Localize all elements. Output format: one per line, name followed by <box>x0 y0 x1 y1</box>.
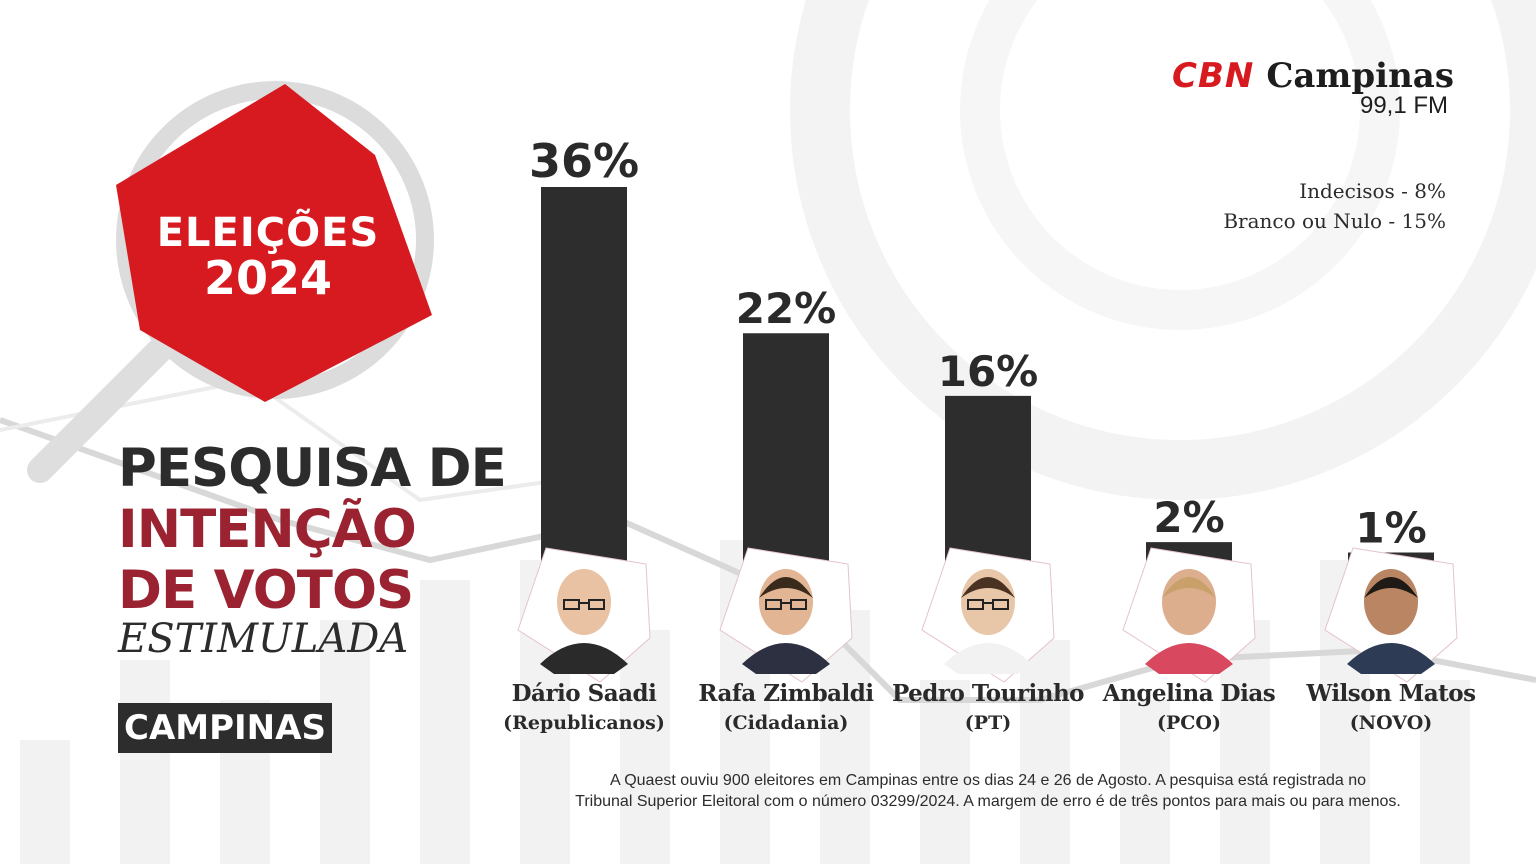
bar <box>945 395 1031 581</box>
bar <box>743 333 829 581</box>
photo-glasses <box>765 599 807 610</box>
candidate-name: Dário Saadi <box>511 680 657 707</box>
photo-hair <box>759 577 813 598</box>
logo-city: Campinas <box>1266 56 1454 96</box>
candidate-bar-group: 22% <box>719 284 853 683</box>
photo-hair <box>1364 577 1418 598</box>
photo-hair <box>961 577 1015 598</box>
photo-shoulders <box>1347 643 1435 674</box>
candidate-party: (PT) <box>964 712 1012 734</box>
headline-line-1: PESQUISA DE <box>118 438 507 499</box>
logo-brand: CBN <box>1172 56 1255 96</box>
photo-glasses <box>967 599 1009 610</box>
candidate-party: (Republicanos) <box>503 712 665 734</box>
undecided-note: Indecisos - 8% <box>1299 179 1446 203</box>
logo-frequency: 99,1 FM <box>1359 92 1448 119</box>
headline: PESQUISA DE INTENÇÃO DE VOTOS ESTIMULADA <box>118 438 507 662</box>
photo-shoulders <box>1145 643 1233 674</box>
candidate-bar-group: 2% <box>1122 493 1256 683</box>
headline-line-2: INTENÇÃO <box>118 499 417 560</box>
candidate-party: (NOVO) <box>1349 712 1433 734</box>
blank-null-note: Branco ou Nulo - 15% <box>1223 209 1446 233</box>
data-label: 36% <box>529 134 639 188</box>
footnote-line-1: A Quaest ouviu 900 eleitores em Campinas… <box>609 772 1367 789</box>
city-label: CAMPINAS <box>118 703 332 753</box>
elections-badge: ELEIÇÕES 2024 <box>150 212 386 302</box>
headline-line-3: DE VOTOS <box>118 560 414 621</box>
candidate-name: Pedro Tourinho <box>891 680 1085 707</box>
photo-hair <box>557 577 611 598</box>
cbn-logo: CBN Campinas 99,1 FM <box>1172 56 1454 120</box>
data-label: 22% <box>736 284 837 333</box>
data-label: 1% <box>1355 504 1426 553</box>
candidate-bar-group: 1% <box>1324 504 1458 683</box>
candidate-name: Wilson Matos <box>1306 680 1476 707</box>
candidate-bar-group: 36% <box>517 134 651 683</box>
data-label: 16% <box>938 347 1039 396</box>
candidate-party: (Cidadania) <box>723 712 849 734</box>
candidate-name: Angelina Dias <box>1102 680 1276 707</box>
candidate-bar-group: 16% <box>921 347 1055 683</box>
footnote-line-2: Tribunal Superior Eleitoral com o número… <box>575 793 1401 810</box>
data-label: 2% <box>1153 493 1224 542</box>
photo-shoulders <box>540 643 628 674</box>
side-notes: Indecisos - 8% Branco ou Nulo - 15% <box>1150 176 1446 236</box>
bar <box>541 187 627 581</box>
photo-shoulders <box>944 643 1032 674</box>
headline-line-4: ESTIMULADA <box>118 616 409 662</box>
candidate-name: Rafa Zimbaldi <box>698 680 874 707</box>
badge-line-2: 2024 <box>203 251 333 305</box>
photo-glasses <box>563 599 605 610</box>
candidate-party: (PCO) <box>1157 712 1221 734</box>
photo-hair <box>1162 577 1216 598</box>
badge-line-1: ELEIÇÕES <box>156 210 380 256</box>
methodology-footnote: A Quaest ouviu 900 eleitores em Campinas… <box>500 770 1476 812</box>
photo-shoulders <box>742 643 830 674</box>
